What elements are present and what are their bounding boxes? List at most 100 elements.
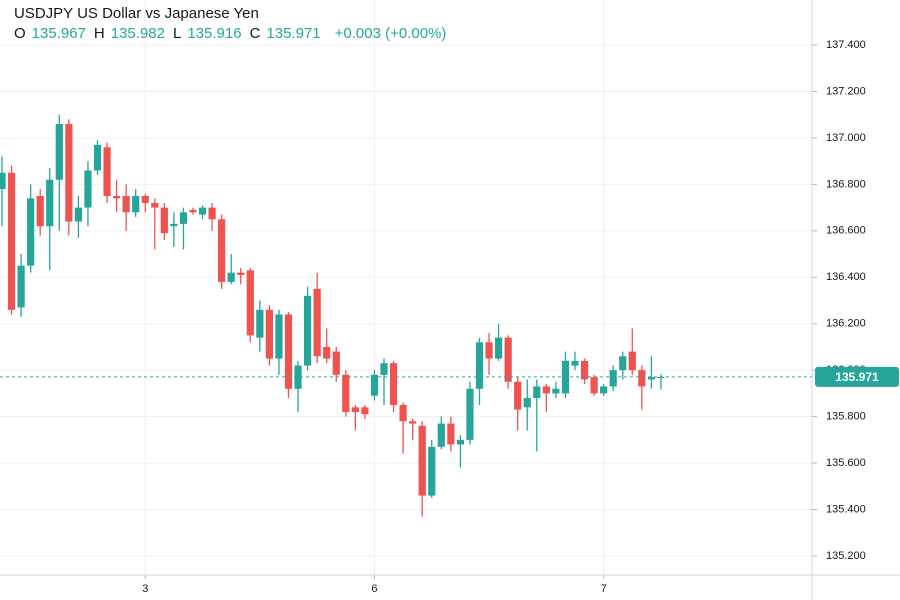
ohlc-label: C	[250, 25, 261, 42]
candle-body	[571, 360, 579, 366]
candle-body	[409, 421, 417, 424]
candle-body	[619, 356, 627, 371]
candle-body	[600, 386, 608, 394]
y-tick-label: 136.400	[826, 271, 866, 283]
candle-body	[495, 337, 503, 359]
candle-body	[542, 386, 550, 394]
y-tick-label: 135.200	[826, 550, 866, 562]
candle-body	[55, 124, 63, 180]
chart-title: USDJPY US Dollar vs Japanese Yen	[14, 5, 259, 22]
candle-body	[132, 196, 140, 213]
candle-body	[638, 370, 646, 387]
ohlc-label: L	[173, 25, 181, 42]
candle-body	[74, 207, 82, 222]
candle-body	[590, 377, 598, 394]
candle-body	[647, 377, 655, 380]
ohlc-label: O	[14, 25, 26, 42]
candle-body	[342, 374, 350, 412]
candle-body	[609, 370, 617, 387]
y-tick-label: 137.400	[826, 39, 866, 51]
candle-body	[456, 439, 464, 445]
candle-body	[246, 270, 254, 336]
candle-body	[275, 314, 283, 359]
ohlc-value: 135.916	[187, 25, 241, 42]
change-label: +0.003 (+0.00%)	[335, 25, 447, 42]
candle-body	[447, 423, 455, 445]
candle-body	[504, 337, 512, 382]
ohlc-value: 135.982	[111, 25, 165, 42]
candle-body	[179, 212, 188, 224]
candle-body	[389, 363, 398, 406]
candle-body	[65, 124, 73, 222]
candle-body	[628, 351, 636, 371]
y-tick-label: 137.200	[826, 85, 866, 97]
y-tick-label: 135.600	[826, 457, 866, 469]
candle-body	[122, 196, 130, 213]
candle-body	[657, 376, 665, 379]
candle-body	[313, 288, 321, 357]
candle-body	[380, 363, 388, 375]
candle-body	[27, 198, 35, 266]
candle-body	[332, 351, 340, 375]
candle-body	[227, 272, 235, 282]
y-tick-label: 136.600	[826, 225, 866, 237]
candle-body	[580, 360, 589, 380]
candle-body	[84, 170, 92, 208]
candle-body	[485, 342, 493, 359]
candle-body	[237, 272, 245, 275]
candle-body	[361, 407, 369, 415]
y-tick-label: 135.400	[826, 503, 866, 515]
header: USDJPY US Dollar vs Japanese Yen O 135.967…	[14, 5, 446, 42]
ohlc-value: 135.971	[266, 25, 320, 42]
y-tick-label: 136.200	[826, 318, 866, 330]
candle-body	[189, 209, 197, 213]
candle-body	[46, 179, 54, 227]
candle-body	[437, 423, 445, 447]
candle-body	[428, 446, 436, 496]
y-tick-label: 136.800	[826, 178, 866, 190]
candle-body	[7, 172, 16, 310]
candle-body	[418, 425, 426, 496]
candle-body	[399, 405, 407, 422]
candle-body	[370, 374, 379, 396]
candle-body	[103, 147, 111, 197]
candles	[0, 114, 812, 517]
candle-body	[514, 381, 522, 410]
candle-body	[0, 172, 6, 190]
candle-body	[284, 314, 293, 389]
candle-body	[141, 196, 149, 203]
x-tick-label: 7	[601, 583, 607, 595]
y-tick-label: 135.800	[826, 411, 866, 423]
candle-body	[256, 309, 264, 338]
last-price-label: 135.971	[835, 370, 879, 384]
candle-body	[113, 196, 121, 199]
candle-body	[218, 219, 226, 282]
candle-body	[533, 386, 541, 399]
candle-body	[93, 144, 102, 171]
candle-body	[552, 388, 560, 394]
candle-body	[160, 207, 168, 234]
candle-body	[475, 342, 484, 389]
x-tick-label: 6	[371, 583, 377, 595]
y-tick-label: 137.000	[826, 132, 866, 144]
candle-body	[351, 407, 359, 412]
ohlc-value: 135.967	[32, 25, 86, 42]
candle-body	[17, 265, 25, 308]
candle-body	[466, 388, 474, 440]
candle-body	[304, 295, 312, 366]
candle-body	[198, 207, 207, 215]
candle-body	[36, 196, 44, 227]
candle-body	[294, 365, 302, 389]
candle-body	[170, 223, 178, 227]
candle-body	[523, 398, 531, 408]
candle-body	[151, 202, 159, 208]
candle-body	[208, 207, 216, 220]
candle-body	[265, 309, 273, 359]
x-tick-label: 3	[142, 583, 148, 595]
last-price-tag	[815, 366, 899, 387]
candle-body	[323, 346, 331, 359]
